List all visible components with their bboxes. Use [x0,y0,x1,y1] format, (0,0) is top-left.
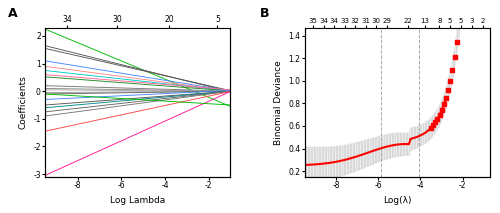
Point [455,23,463,26]
Text: B: B [260,7,270,20]
Point [432,121,440,124]
Point [453,40,461,44]
Text: A: A [8,7,18,20]
Point [429,124,437,127]
Point [457,2,465,5]
Point [440,102,448,106]
Point [446,79,454,82]
Point [427,126,435,130]
Y-axis label: Binomial Deviance: Binomial Deviance [274,60,282,145]
Point [436,113,444,117]
Y-axis label: Coefficients: Coefficients [18,75,28,129]
Point [450,55,458,59]
Point [448,68,456,72]
Point [444,88,452,91]
X-axis label: Log(λ): Log(λ) [383,196,412,204]
Point [434,117,442,121]
Point [438,108,446,112]
Point [442,96,450,99]
X-axis label: Log Lambda: Log Lambda [110,196,166,204]
